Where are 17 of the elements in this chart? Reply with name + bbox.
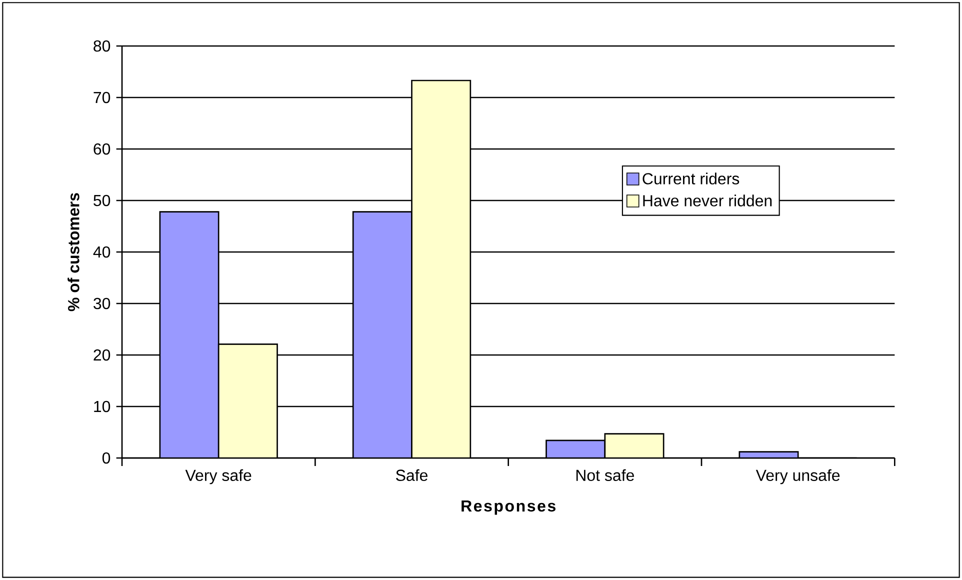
- legend-label: Have never ridden: [643, 194, 772, 206]
- x-tick-label: Safe: [396, 469, 428, 481]
- legend-label: Current riders: [642, 172, 740, 184]
- y-tick-label: 30: [94, 298, 110, 310]
- y-tick-label: 20: [94, 349, 110, 361]
- y-tick-label: 40: [93, 246, 110, 258]
- y-tick-label: 10: [94, 400, 110, 412]
- y-tick-label: 0: [102, 452, 110, 464]
- y-tick-label: 70: [94, 92, 110, 104]
- y-axis-title: % of customers: [68, 193, 80, 312]
- y-tick-label: 60: [94, 143, 110, 155]
- x-axis-title: Responses: [462, 500, 556, 515]
- x-tick-label: Very unsafe: [756, 469, 840, 484]
- y-tick-label: 80: [94, 40, 110, 52]
- y-tick-label: 50: [94, 194, 110, 206]
- x-tick-label: Very safe: [185, 469, 252, 484]
- x-tick-label: Not safe: [576, 469, 634, 481]
